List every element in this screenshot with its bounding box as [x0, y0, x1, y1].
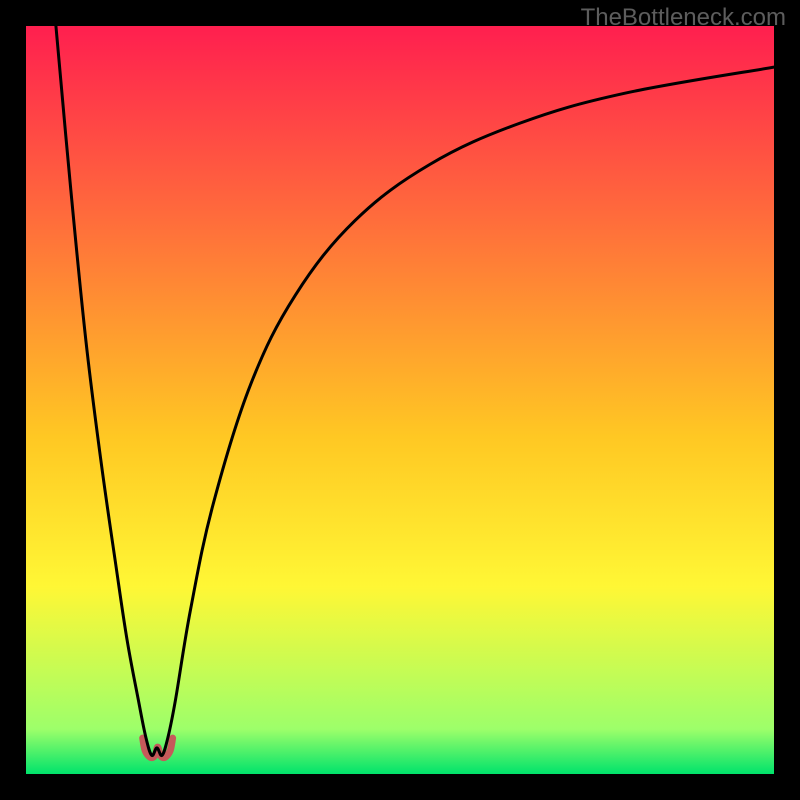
- plot-area: [26, 26, 774, 774]
- curve-layer: [26, 26, 774, 774]
- chart-frame: TheBottleneck.com: [0, 0, 800, 800]
- bottleneck-curve: [56, 26, 774, 756]
- watermark-text: TheBottleneck.com: [581, 4, 786, 32]
